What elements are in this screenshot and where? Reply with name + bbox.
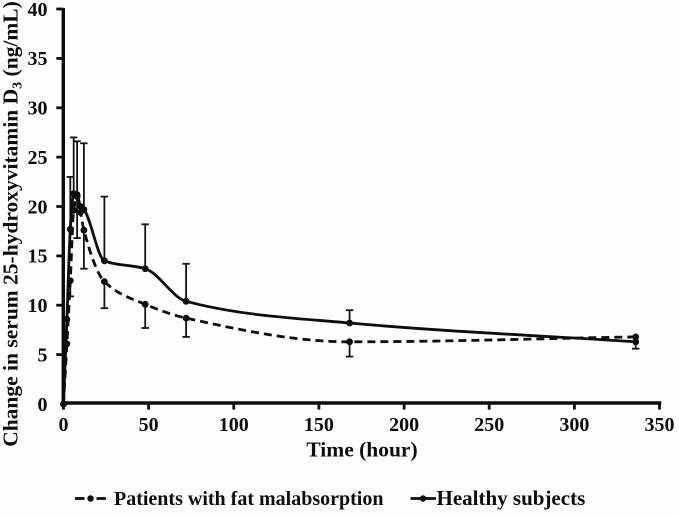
svg-text:250: 250 (474, 414, 504, 436)
svg-text:100: 100 (219, 414, 249, 436)
svg-text:40: 40 (28, 0, 48, 21)
svg-text:150: 150 (304, 414, 334, 436)
svg-text:350: 350 (645, 414, 675, 436)
svg-text:10: 10 (28, 295, 48, 317)
svg-text:0: 0 (59, 414, 69, 436)
svg-text:300: 300 (559, 414, 589, 436)
svg-text:20: 20 (28, 196, 48, 218)
svg-text:35: 35 (28, 48, 48, 70)
svg-text:200: 200 (389, 414, 419, 436)
svg-text:Change in serum 25-hydroxyvita: Change in serum 25-hydroxyvitamin D3 (ng… (0, 1, 26, 447)
svg-text:Patients with fat malabsorptio: Patients with fat malabsorption (114, 488, 383, 510)
svg-text:Time (hour): Time (hour) (306, 438, 417, 462)
svg-text:Healthy subjects: Healthy subjects (437, 486, 586, 510)
svg-text:25: 25 (28, 147, 48, 169)
svg-text:15: 15 (28, 246, 48, 268)
svg-text:0: 0 (38, 394, 48, 416)
svg-text:50: 50 (139, 414, 159, 436)
svg-text:30: 30 (28, 98, 48, 120)
svg-text:5: 5 (38, 344, 48, 366)
